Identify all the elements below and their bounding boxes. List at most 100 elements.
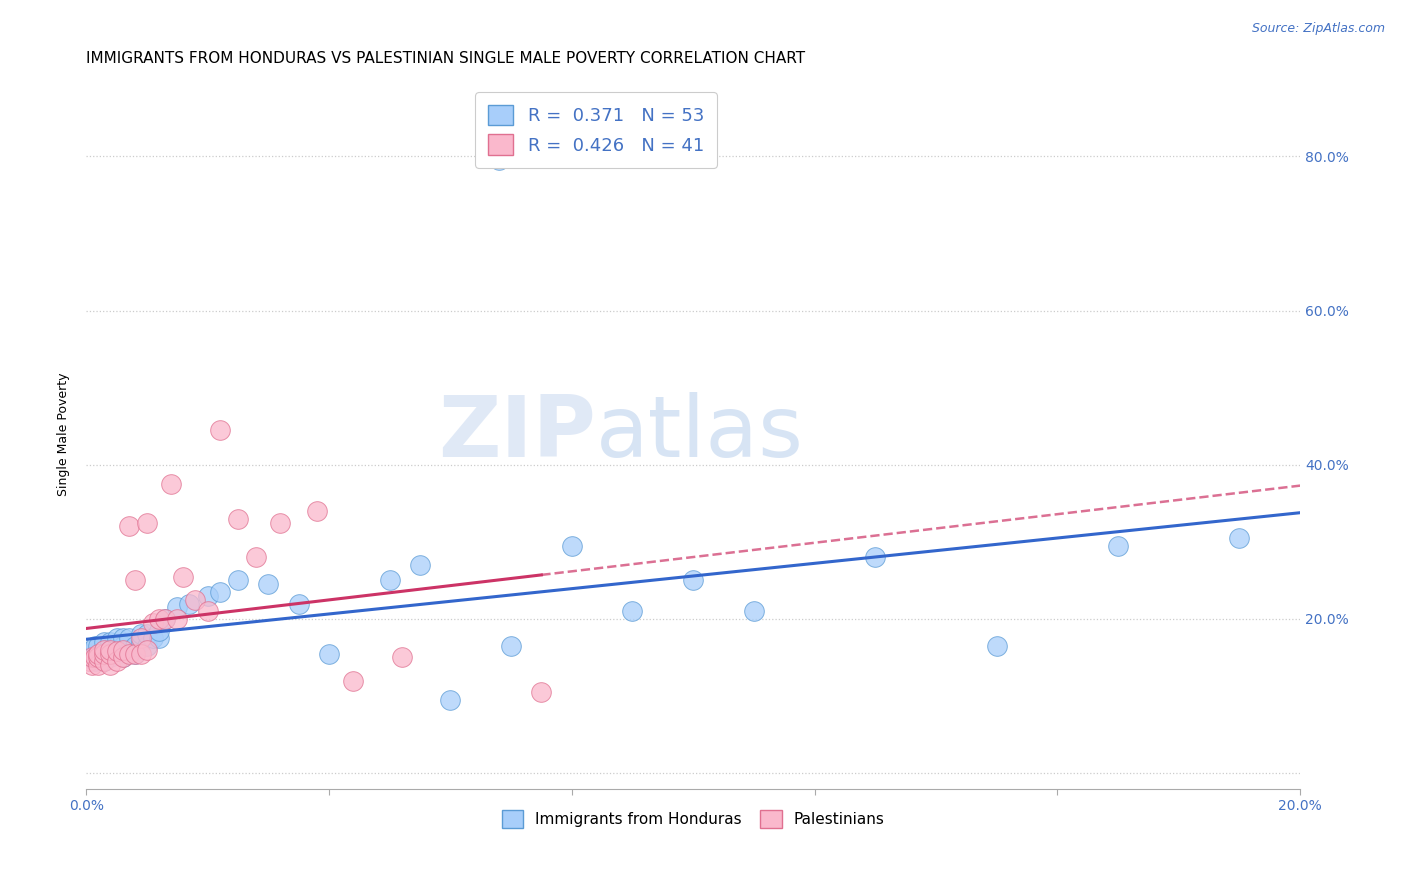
Point [124, 647, 146, 661]
Point [439, 693, 461, 707]
Point [87, 639, 110, 653]
Point [111, 650, 134, 665]
Point [166, 600, 188, 615]
Point [305, 504, 328, 518]
Point [561, 539, 583, 553]
Point [226, 512, 249, 526]
Point [111, 650, 134, 665]
Point [148, 631, 170, 645]
Point [142, 631, 165, 645]
Point [93, 654, 115, 668]
Point [93, 635, 115, 649]
Point [148, 612, 170, 626]
Point [87, 647, 110, 661]
Legend: Immigrants from Honduras, Palestinians: Immigrants from Honduras, Palestinians [495, 805, 891, 834]
Point [378, 574, 401, 588]
Point [84, 654, 107, 668]
Point [82, 642, 104, 657]
Point [245, 550, 267, 565]
Point [135, 639, 157, 653]
Point [172, 569, 194, 583]
Text: ZIP: ZIP [439, 392, 596, 475]
Point [1107, 539, 1129, 553]
Point [682, 574, 704, 588]
Point [142, 615, 165, 630]
Point [82, 650, 104, 665]
Point [318, 647, 340, 661]
Point [93, 647, 115, 661]
Point [129, 631, 152, 645]
Point [100, 642, 122, 657]
Point [105, 654, 128, 668]
Point [269, 516, 291, 530]
Point [100, 642, 122, 657]
Point [82, 650, 104, 665]
Text: atlas: atlas [596, 392, 804, 475]
Point [129, 627, 152, 641]
Point [84, 650, 107, 665]
Point [105, 639, 128, 653]
Point [208, 423, 231, 437]
Point [93, 642, 115, 657]
Point [124, 574, 146, 588]
Point [87, 658, 110, 673]
Point [87, 650, 110, 665]
Point [409, 558, 432, 572]
Point [87, 647, 110, 661]
Point [342, 673, 364, 688]
Point [153, 612, 176, 626]
Point [135, 642, 157, 657]
Point [208, 585, 231, 599]
Point [257, 577, 280, 591]
Point [105, 647, 128, 661]
Point [117, 642, 139, 657]
Point [153, 612, 176, 626]
Point [391, 650, 413, 665]
Point [84, 639, 107, 653]
Point [124, 647, 146, 661]
Point [499, 639, 522, 653]
Point [100, 647, 122, 661]
Point [105, 644, 128, 658]
Point [100, 658, 122, 673]
Point [742, 604, 765, 618]
Point [226, 574, 249, 588]
Point [530, 685, 553, 699]
Point [135, 516, 157, 530]
Point [93, 647, 115, 661]
Point [93, 654, 115, 668]
Point [197, 604, 219, 618]
Point [111, 642, 134, 657]
Point [111, 639, 134, 653]
Point [117, 631, 139, 645]
Point [135, 627, 157, 641]
Point [82, 658, 104, 673]
Point [488, 153, 510, 168]
Point [179, 597, 201, 611]
Y-axis label: Single Male Poverty: Single Male Poverty [58, 372, 70, 496]
Point [105, 631, 128, 645]
Text: Source: ZipAtlas.com: Source: ZipAtlas.com [1251, 22, 1385, 36]
Point [100, 635, 122, 649]
Text: IMMIGRANTS FROM HONDURAS VS PALESTINIAN SINGLE MALE POVERTY CORRELATION CHART: IMMIGRANTS FROM HONDURAS VS PALESTINIAN … [86, 51, 806, 66]
Point [287, 597, 309, 611]
Point [117, 647, 139, 661]
Point [621, 604, 644, 618]
Point [184, 592, 207, 607]
Point [197, 589, 219, 603]
Point [986, 639, 1008, 653]
Point [117, 519, 139, 533]
Point [111, 631, 134, 645]
Point [100, 650, 122, 665]
Point [160, 477, 183, 491]
Point [166, 612, 188, 626]
Point [124, 639, 146, 653]
Point [129, 635, 152, 649]
Point [129, 647, 152, 661]
Point [148, 624, 170, 638]
Point [87, 650, 110, 665]
Point [1227, 531, 1250, 545]
Point [93, 642, 115, 657]
Point [863, 550, 886, 565]
Point [77, 654, 100, 668]
